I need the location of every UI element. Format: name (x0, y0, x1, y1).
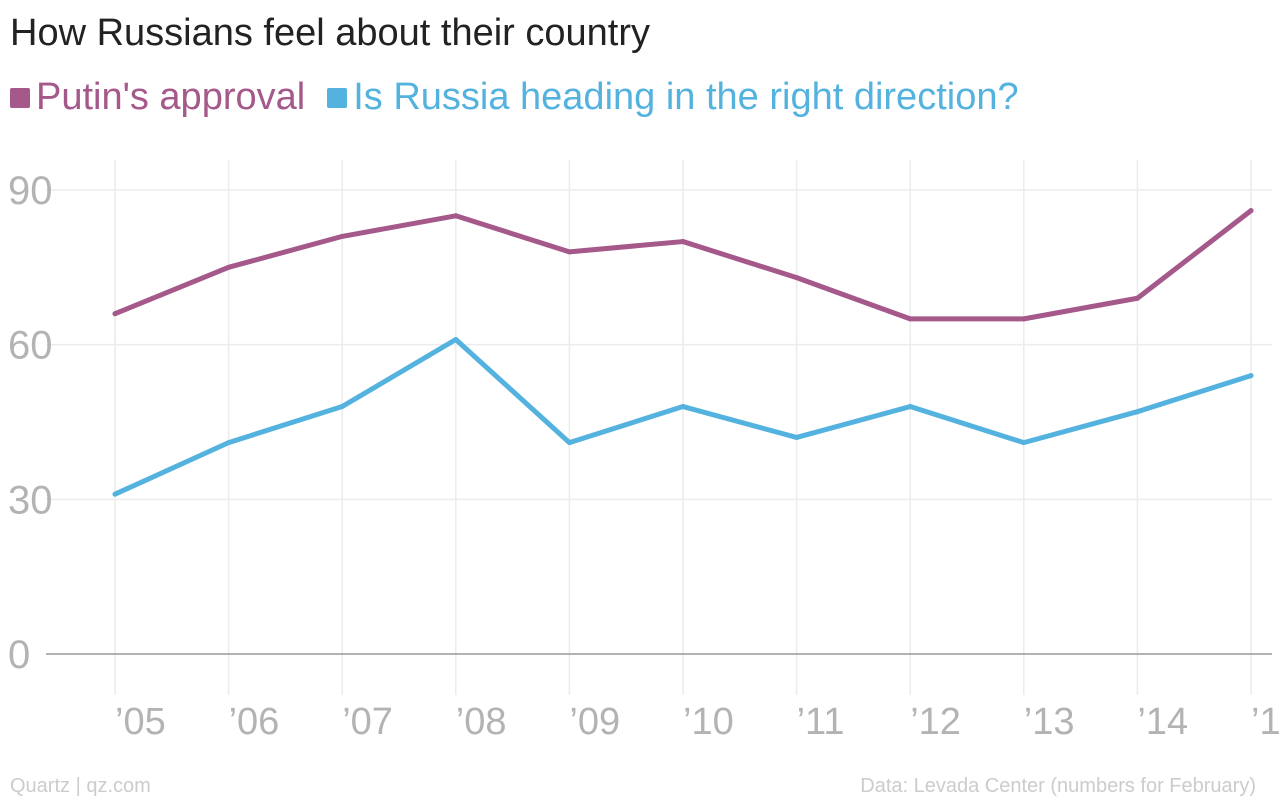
legend-label-putin-approval: Putin's approval (36, 76, 306, 118)
data-point (453, 337, 459, 343)
data-point (1248, 208, 1254, 214)
data-point (680, 239, 686, 245)
y-tick-label: 90 (8, 169, 53, 213)
y-tick-label: 60 (8, 324, 53, 368)
x-tick-label: ’13 (1024, 701, 1075, 743)
legend-swatch-putin-approval (10, 87, 30, 108)
data-point (566, 249, 572, 255)
x-tick-label: ’05 (115, 701, 166, 743)
data-point (907, 404, 913, 410)
x-tick-label: ’10 (683, 701, 734, 743)
data-point (794, 434, 800, 440)
chart-title: How Russians feel about their country (10, 12, 650, 54)
data-point (226, 440, 232, 446)
x-tick-label: ’08 (456, 701, 507, 743)
legend-label-right-direction: Is Russia heading in the right direction… (353, 76, 1019, 118)
x-tick-label: ’09 (569, 701, 620, 743)
data-point (907, 316, 913, 322)
data-point (1021, 440, 1027, 446)
data-point (566, 440, 572, 446)
data-point (112, 491, 118, 497)
data-point (1021, 316, 1027, 322)
footer-source-left: Quartz | qz.com (10, 775, 151, 797)
y-tick-label: 0 (8, 633, 30, 677)
legend-swatch-right-direction (327, 87, 348, 108)
data-point (680, 404, 686, 410)
x-tick-label: ’12 (910, 701, 961, 743)
footer-source-right: Data: Levada Center (numbers for Februar… (860, 775, 1256, 797)
data-point (226, 264, 232, 270)
x-tick-label: ’14 (1137, 701, 1188, 743)
chart-legend: Putin's approval Is Russia heading in th… (10, 76, 1041, 119)
data-point (339, 404, 345, 410)
legend-item-putin-approval: Putin's approval (10, 76, 305, 119)
x-tick-label: ’15 (1251, 701, 1280, 743)
data-point (1134, 409, 1140, 415)
data-point (1248, 373, 1254, 379)
y-tick-label: 30 (8, 478, 53, 522)
x-tick-label: ’06 (229, 701, 280, 743)
data-point (112, 311, 118, 317)
x-tick-label: ’11 (797, 701, 845, 743)
x-tick-label: ’07 (342, 701, 393, 743)
data-point (339, 233, 345, 239)
data-point (1134, 295, 1140, 301)
data-point (794, 275, 800, 281)
data-point (453, 213, 459, 219)
legend-item-right-direction: Is Russia heading in the right direction… (327, 76, 1019, 119)
